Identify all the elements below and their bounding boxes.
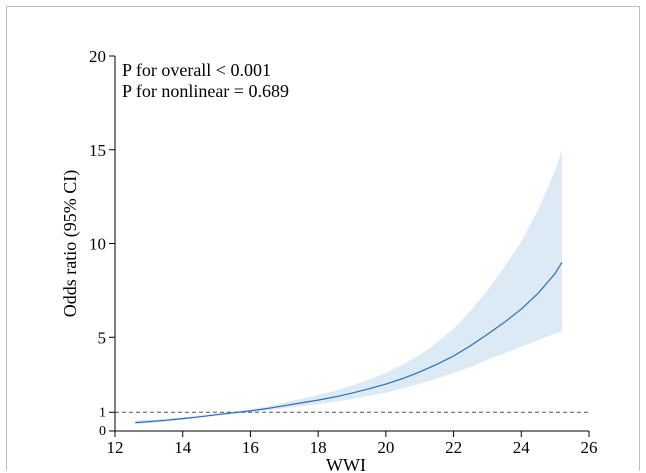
- y-tick-label: 0: [99, 424, 106, 439]
- p-value-annotation: P for nonlinear = 0.689: [122, 81, 289, 101]
- y-tick-label: 5: [98, 328, 107, 347]
- y-tick-label: 10: [89, 235, 106, 254]
- x-tick-label: 12: [107, 438, 124, 457]
- y-axis-label: Odds ratio (95% CI): [60, 170, 81, 317]
- x-tick-label: 18: [310, 438, 327, 457]
- y-tick-label: 15: [89, 141, 106, 160]
- x-tick-label: 20: [377, 438, 394, 457]
- x-tick-label: 26: [581, 438, 598, 457]
- confidence-band-layer: [135, 149, 562, 425]
- x-tick-label: 24: [513, 438, 531, 457]
- odds-ratio-curve: [135, 261, 563, 424]
- axes-layer: [109, 55, 590, 437]
- y-tick-label: 1: [99, 405, 106, 420]
- y-tick-label: 20: [89, 47, 106, 66]
- x-tick-label: 22: [445, 438, 462, 457]
- p-value-annotation: P for overall < 0.001: [122, 60, 271, 80]
- x-tick-label: 14: [174, 438, 192, 457]
- x-axis-label: WWI: [326, 455, 366, 473]
- chart-frame: [6, 6, 640, 471]
- x-tick-label: 16: [242, 438, 259, 457]
- curve-layer: [135, 261, 563, 424]
- confidence-band: [135, 149, 562, 425]
